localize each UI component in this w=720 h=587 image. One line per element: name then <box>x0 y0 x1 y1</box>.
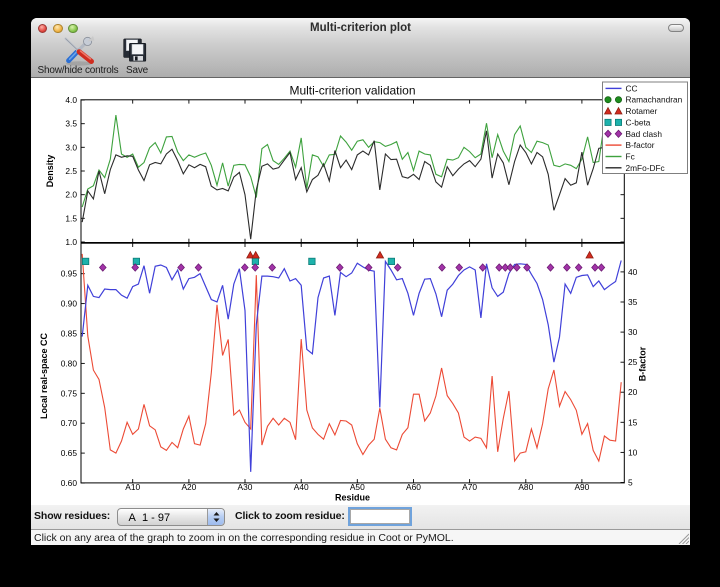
svg-text:1.5: 1.5 <box>65 213 77 223</box>
svg-text:0.90: 0.90 <box>61 299 78 309</box>
svg-text:A10: A10 <box>125 482 140 492</box>
svg-text:3.0: 3.0 <box>65 142 77 152</box>
svg-text:20: 20 <box>628 387 638 397</box>
svg-text:A60: A60 <box>406 482 421 492</box>
svg-text:25: 25 <box>628 357 638 367</box>
svg-text:5: 5 <box>628 478 633 488</box>
svg-text:0.85: 0.85 <box>61 329 78 339</box>
svg-text:A30: A30 <box>238 482 253 492</box>
svg-text:10: 10 <box>628 447 638 457</box>
svg-text:B-factor: B-factor <box>638 346 648 381</box>
svg-text:0.70: 0.70 <box>61 418 78 428</box>
svg-text:30: 30 <box>628 327 638 337</box>
svg-text:3.5: 3.5 <box>65 119 77 129</box>
svg-text:15: 15 <box>628 417 638 427</box>
svg-text:1.0: 1.0 <box>65 237 77 247</box>
svg-text:Residue: Residue <box>335 493 370 503</box>
svg-text:0.80: 0.80 <box>61 358 78 368</box>
svg-text:Density: Density <box>45 155 55 188</box>
svg-text:A90: A90 <box>574 482 589 492</box>
svg-text:2.5: 2.5 <box>65 166 77 176</box>
svg-text:Fc: Fc <box>626 152 635 162</box>
svg-text:A20: A20 <box>181 482 196 492</box>
svg-text:0.75: 0.75 <box>61 388 78 398</box>
svg-text:2mFo-DFc: 2mFo-DFc <box>626 163 665 173</box>
svg-text:A80: A80 <box>518 482 533 492</box>
svg-text:40: 40 <box>628 267 638 277</box>
svg-text:A70: A70 <box>462 482 477 492</box>
svg-text:Local real-space CC: Local real-space CC <box>39 332 49 419</box>
svg-text:2.0: 2.0 <box>65 190 77 200</box>
svg-text:Bad clash: Bad clash <box>626 129 663 139</box>
svg-text:A50: A50 <box>350 482 365 492</box>
svg-text:35: 35 <box>628 297 638 307</box>
svg-text:Rotamer: Rotamer <box>626 106 658 116</box>
svg-text:C-beta: C-beta <box>626 117 651 127</box>
svg-text:A40: A40 <box>294 482 309 492</box>
svg-text:4.0: 4.0 <box>65 95 77 105</box>
svg-text:0.60: 0.60 <box>61 478 78 488</box>
svg-text:CC: CC <box>626 83 638 93</box>
svg-text:Multi-criterion validation: Multi-criterion validation <box>289 84 415 98</box>
svg-text:0.95: 0.95 <box>61 269 78 279</box>
svg-text:B-factor: B-factor <box>626 140 655 150</box>
svg-text:Ramachandran: Ramachandran <box>626 95 683 105</box>
svg-text:0.65: 0.65 <box>61 448 78 458</box>
